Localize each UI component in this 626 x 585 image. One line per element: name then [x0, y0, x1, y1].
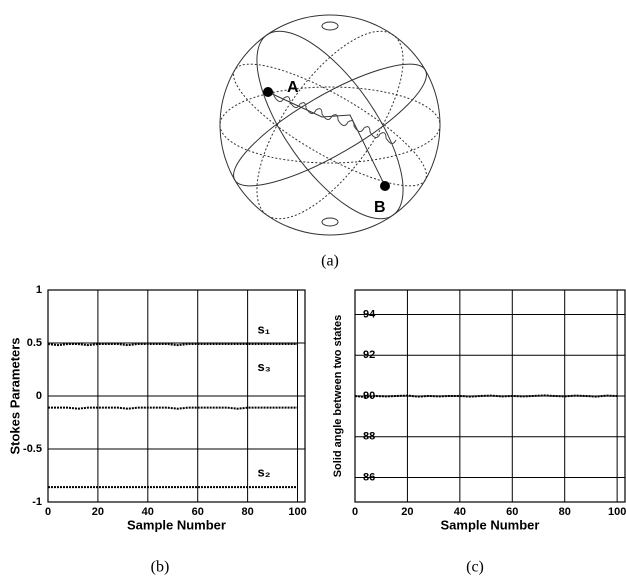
- series-line: [48, 408, 298, 409]
- x-tick-label: 60: [192, 506, 204, 518]
- x-tick-label: 80: [559, 506, 571, 518]
- x-tick-label: 100: [608, 506, 626, 518]
- caption: (b): [151, 559, 170, 576]
- x-tick-label: 40: [142, 506, 154, 518]
- point-label: A: [287, 79, 299, 96]
- y-tick-label: 1: [36, 284, 42, 296]
- series-label: s₂: [258, 465, 271, 480]
- series-label: s₁: [258, 321, 271, 336]
- x-tick-label: 60: [506, 506, 518, 518]
- sphere: [220, 9, 441, 241]
- y-tick-label: -1: [32, 496, 42, 508]
- x-axis-label: Sample Number: [441, 517, 540, 532]
- caption: (a): [321, 253, 339, 270]
- x-tick-label: 0: [352, 506, 358, 518]
- y-tick-label: 94: [363, 308, 376, 320]
- y-tick-label: 92: [363, 349, 375, 361]
- y-tick-label: -0.5: [23, 443, 42, 455]
- figure: A B (a) 0 20 40 60 80 100 -1 -0.5 0 0.5 1 s₁ s₃ s₂ Sam…: [0, 0, 626, 580]
- y-axis-label: Stokes Parameters: [7, 337, 22, 454]
- point-label: B: [374, 199, 386, 216]
- x-tick-label: 0: [45, 506, 51, 518]
- caption: (c): [466, 559, 484, 576]
- y-tick-label: 0.5: [27, 337, 42, 349]
- x-tick-label: 80: [241, 506, 253, 518]
- y-tick-label: 0: [36, 390, 42, 402]
- y-tick-label: 86: [363, 471, 375, 483]
- series-label: s₃: [258, 359, 271, 374]
- sphere-outline: [220, 15, 440, 235]
- great-circle: [220, 44, 441, 206]
- page: {"diagram": {"point_labels": ["A", "B"],…: [0, 0, 626, 585]
- y-tick-label: 88: [363, 431, 375, 443]
- x-tick-label: 20: [401, 506, 413, 518]
- pole: [322, 218, 338, 226]
- x-tick-label: 40: [454, 506, 466, 518]
- great-circle: [220, 44, 441, 206]
- y-axis-label: Solid angle between two states: [332, 315, 344, 478]
- pole: [322, 22, 338, 30]
- series-line: [48, 344, 298, 345]
- x-tick-label: 20: [92, 506, 104, 518]
- point-a: [263, 87, 273, 97]
- x-tick-label: 100: [288, 506, 306, 518]
- x-axis-label: Sample Number: [127, 517, 226, 532]
- point-b: [380, 181, 390, 191]
- equator: [220, 87, 440, 163]
